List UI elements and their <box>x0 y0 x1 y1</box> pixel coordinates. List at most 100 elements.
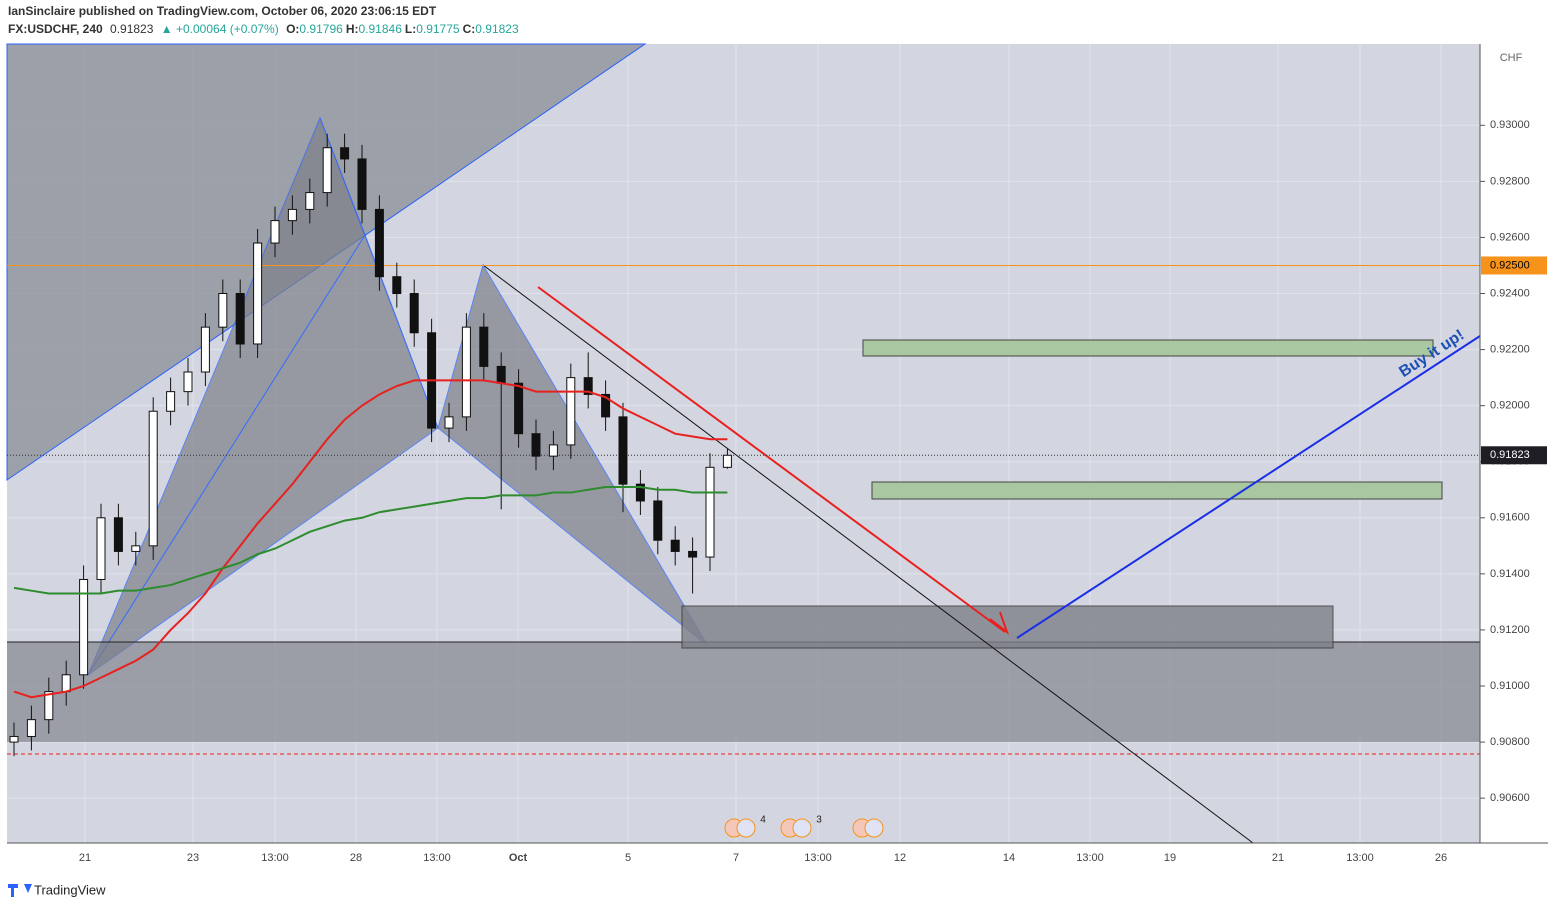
event-icon <box>736 818 756 838</box>
candle-body <box>218 293 228 328</box>
y-tick-label: 0.90800 <box>1490 736 1530 748</box>
ohlc-val: 0.91823 <box>475 22 519 36</box>
zone <box>7 642 1480 742</box>
candle-body <box>444 416 454 429</box>
ohlc-key: H: <box>346 22 359 36</box>
price-badge <box>1481 446 1547 465</box>
candle-body <box>235 293 245 345</box>
ohlc-val: 0.91796 <box>299 22 343 36</box>
candle-body <box>461 326 471 418</box>
event-count: 3 <box>816 815 822 826</box>
ohlc-key: L: <box>405 22 416 36</box>
candle-body <box>287 208 297 222</box>
ohlc-val: 0.91775 <box>416 22 460 36</box>
price-badge-text: 0.91823 <box>1490 449 1530 461</box>
last: 0.91823 <box>110 22 154 36</box>
candle-body <box>148 410 158 547</box>
candle-body <box>722 454 732 468</box>
x-tick-label: 13:00 <box>1346 852 1374 864</box>
candle-body <box>9 735 19 743</box>
arrow <box>537 286 1006 633</box>
y-tick-label: 0.92000 <box>1490 400 1530 412</box>
price-axis <box>1480 44 1548 844</box>
moving-average <box>13 485 728 595</box>
x-tick-label: 12 <box>894 852 906 864</box>
candle-body <box>548 444 558 457</box>
candle-body <box>200 326 210 373</box>
trend-line <box>1016 335 1481 639</box>
symbol: FX:USDCHF, 240 <box>8 22 103 36</box>
y-tick-label: 0.92800 <box>1490 175 1530 187</box>
x-tick-label: 19 <box>1164 852 1176 864</box>
y-tick-label: 0.92200 <box>1490 343 1530 355</box>
moving-average <box>13 379 728 699</box>
trend-line <box>482 264 1254 844</box>
y-tick-label: 0.92400 <box>1490 287 1530 299</box>
y-tick-label: 0.91200 <box>1490 624 1530 636</box>
x-tick-label: 13:00 <box>1076 852 1104 864</box>
box <box>862 339 1434 357</box>
currency: CHF <box>1500 52 1523 64</box>
candle-body <box>340 147 350 160</box>
candle-body <box>618 416 628 485</box>
x-tick-label: Oct <box>509 852 528 864</box>
candle-body <box>113 517 123 552</box>
candle-body <box>514 382 524 435</box>
candle-body <box>705 466 715 558</box>
candle-body <box>601 393 611 418</box>
y-tick-label: 0.92600 <box>1490 231 1530 243</box>
candle-body <box>305 192 315 210</box>
candle-body <box>688 550 698 558</box>
candle-body <box>322 147 332 194</box>
logo <box>8 884 32 897</box>
y-tick-label: 0.93000 <box>1490 119 1530 131</box>
x-tick-label: 7 <box>733 852 739 864</box>
arrow-head <box>989 611 1010 635</box>
ohlc-val: 0.91846 <box>358 22 402 36</box>
candle-body <box>635 483 645 502</box>
box <box>681 605 1334 649</box>
candle-body <box>496 365 506 384</box>
x-tick-label: 13:00 <box>423 852 451 864</box>
ohlc-key: C: <box>463 22 476 36</box>
candle-body <box>26 719 36 737</box>
candle-body <box>253 242 263 345</box>
ohlc-key: O: <box>286 22 299 36</box>
candle-body <box>357 158 367 210</box>
event-count: 4 <box>760 815 766 826</box>
candle-body <box>131 545 141 552</box>
x-tick-label: 14 <box>1003 852 1015 864</box>
candle-body <box>531 433 541 457</box>
change: ▲ +0.00064 (+0.07%) <box>161 22 279 36</box>
candle-body <box>670 539 680 552</box>
candle-body <box>166 391 176 412</box>
legend-line: FX:USDCHF, 240 0.91823 ▲ +0.00064 (+0.07… <box>8 22 519 36</box>
x-tick-label: 5 <box>625 852 631 864</box>
event-icon <box>864 818 884 838</box>
x-tick-label: 28 <box>350 852 362 864</box>
candle-body <box>61 674 71 693</box>
x-tick-label: 21 <box>79 852 91 864</box>
candle-body <box>44 691 54 721</box>
y-tick-label: 0.90600 <box>1490 792 1530 804</box>
x-tick-label: 23 <box>187 852 199 864</box>
candle-body <box>392 276 402 295</box>
candle-body <box>653 500 663 541</box>
candle-body <box>374 208 384 278</box>
candle-body <box>96 517 106 580</box>
box <box>871 481 1443 500</box>
y-tick-label: 0.91000 <box>1490 680 1530 692</box>
candle-body <box>566 377 576 446</box>
x-tick-label: 13:00 <box>804 852 832 864</box>
publisher-text: IanSinclaire published on TradingView.co… <box>8 4 437 18</box>
event-icon <box>792 818 812 838</box>
brand: TradingView <box>34 882 106 897</box>
x-tick-label: 13:00 <box>261 852 289 864</box>
candle-body <box>409 293 419 334</box>
candle-body <box>583 377 593 395</box>
candle-body <box>479 326 489 367</box>
candle-body <box>183 371 193 393</box>
y-tick-label: 0.91400 <box>1490 568 1530 580</box>
time-axis <box>7 844 1480 872</box>
